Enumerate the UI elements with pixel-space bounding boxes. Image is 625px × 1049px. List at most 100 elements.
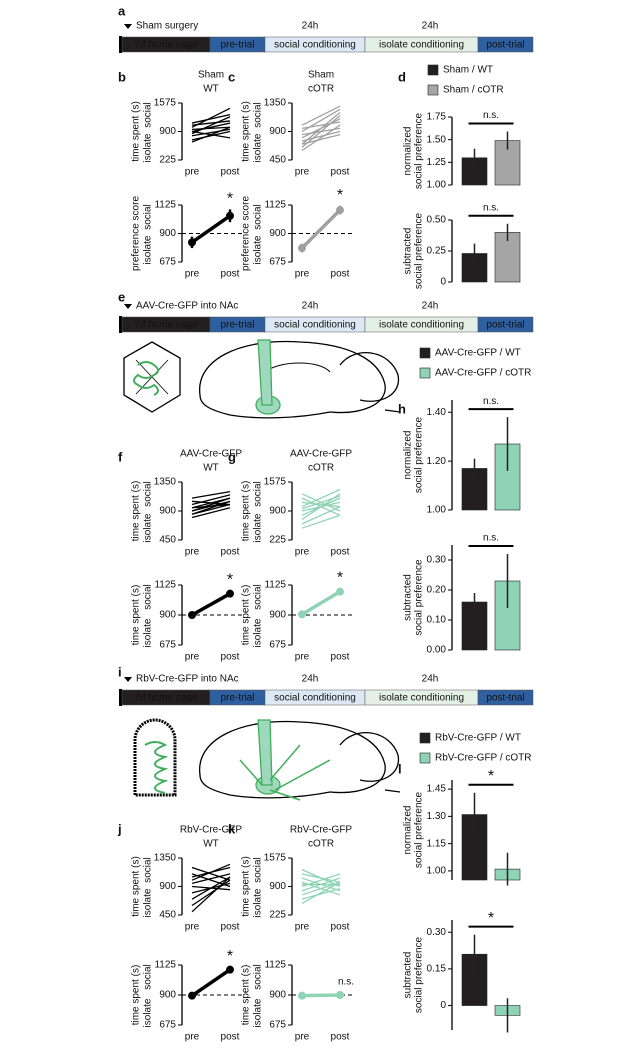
chart-title: WT [203,463,219,474]
panel-letter: j [117,821,122,836]
y-tick-label: 1.20 [427,456,447,467]
legend-label: Sham / cOTR [443,85,504,96]
significance-label: * [337,570,343,587]
brainstem [384,409,401,413]
mean-point [336,206,344,215]
significance-label: n.s. [483,396,499,407]
y-axis-label: social preference [414,936,425,1013]
panel-letter: a [118,3,126,18]
timeline-start [119,689,122,706]
subject-line [191,130,231,141]
chart-title: AAV-Cre-GFP [180,449,242,460]
subject-line [191,503,231,515]
y-axis-label: normalized [403,127,414,176]
y-axis-label-bottom: isolate [253,888,264,917]
rbv-particle [133,718,177,797]
subject-line [301,506,341,525]
y-tick-label: 900 [269,126,286,137]
y-tick-label: 1350 [264,98,287,109]
y-axis-label-top: social [143,481,154,507]
y-tick-label: 1125 [154,960,176,971]
y-tick-label: 225 [269,535,286,546]
chart-title: RbV-Cre-GFP [180,825,243,836]
panel-letter: i [118,664,122,679]
y-axis-label-bottom: isolate [143,618,154,647]
x-tick-label: pre [295,547,310,558]
mean-point [226,211,234,220]
y-tick-label: 450 [269,155,286,166]
cerebellum [339,352,400,402]
y-tick-label: 675 [269,640,286,651]
x-tick-label: pre [185,269,200,280]
y-tick-label: 0 [440,277,446,288]
legend-swatch [427,64,439,76]
stage-label: 7d home cage [134,320,198,331]
y-tick-label: 225 [159,155,176,166]
y-axis-label: social preference [414,112,425,189]
aav-capsid [123,341,181,413]
x-tick-label: post [331,1032,350,1043]
subject-line [191,128,231,137]
mean-point [336,587,344,596]
timeline-stage [477,689,534,706]
duration-label: 24h [302,21,319,32]
y-tick-label: 1125 [264,200,286,211]
mean-point [336,991,344,999]
y-axis-label-bottom: isolate [143,513,154,542]
y-axis-label-bottom: isolate [143,235,154,264]
y-tick-label: 1350 [154,477,177,488]
subject-line [191,866,231,878]
y-tick-label: 1.40 [427,407,447,418]
mean-line [190,214,232,244]
stage-label: post-trial [486,320,524,331]
cerebellum [339,732,400,782]
x-tick-label: post [331,652,350,663]
stage-label: social conditioning [274,40,356,51]
y-tick-label: 1125 [154,580,176,591]
timeline-arrow [124,24,132,29]
y-tick-label: 675 [159,640,176,651]
significance-label: * [227,948,233,965]
subject-line [301,514,341,529]
y-tick-label: 1575 [264,853,287,864]
x-tick-label: pre [185,1032,200,1043]
subject-line [191,126,231,131]
stage-label: post-trial [486,40,524,51]
subject-line [301,887,341,900]
stage-label: isolate conditioning [379,320,464,331]
y-axis-label-bottom: isolate [143,998,154,1027]
panel-letter: g [228,449,236,464]
subject-line [301,881,341,904]
chart-title: WT [203,839,219,850]
brain-outline [199,720,386,799]
subject-line [191,873,231,884]
y-tick-label: 1.45 [427,784,447,795]
y-axis-label: subtracted [403,952,414,999]
subject-line [301,121,341,129]
y-tick-label: 1.25 [427,157,447,168]
chart-title: Sham [308,70,334,81]
mean-point [226,589,234,598]
y-tick-label: 1575 [264,477,287,488]
panel-letter: h [398,401,406,416]
significance-label: * [337,187,343,204]
significance-label: n.s. [483,110,499,121]
y-axis-label-top: social [253,102,264,128]
subject-line [191,116,231,135]
timeline-title: AAV-Cre-GFP into NAc [136,301,238,312]
stage-label: social conditioning [274,320,356,331]
y-tick-label: 1.75 [427,112,447,123]
subject-line [191,491,231,499]
chart-title: WT [203,84,219,95]
x-tick-label: pre [295,167,310,178]
stage-label: social conditioning [274,693,356,704]
subject-line [191,120,231,126]
panel-letter: c [228,69,235,84]
y-axis-label-top: social [253,481,264,507]
y-tick-label: 675 [159,257,176,268]
x-tick-label: pre [295,1032,310,1043]
subject-line [191,497,231,509]
significance-label: * [488,910,494,927]
y-axis-label: subtracted [403,228,414,275]
